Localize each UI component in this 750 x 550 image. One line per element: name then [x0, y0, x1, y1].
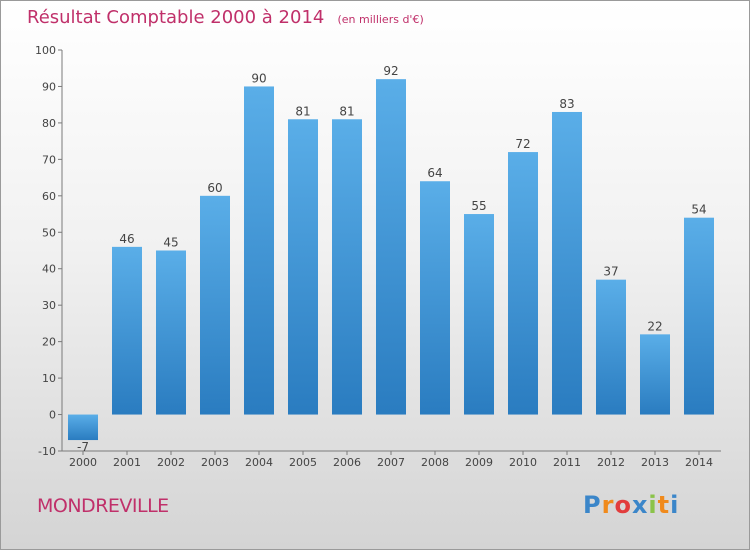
title-row: Résultat Comptable 2000 à 2014 (en milli…: [27, 7, 424, 28]
x-tick-label: 2008: [421, 456, 449, 469]
y-tick-label: 40: [42, 263, 56, 276]
y-tick-label: 80: [42, 117, 56, 130]
y-tick-label: -10: [38, 445, 56, 458]
bar: [684, 217, 714, 415]
brand-letter: i: [670, 491, 680, 519]
y-tick-label: 60: [42, 190, 56, 203]
y-tick-label: 70: [42, 153, 56, 166]
y-tick-label: 100: [35, 44, 56, 57]
bar: [508, 152, 538, 415]
brand-letter: i: [648, 491, 658, 519]
data-label: -7: [77, 440, 89, 454]
data-label: 45: [163, 236, 178, 250]
data-label: 54: [691, 203, 706, 217]
y-tick-label: 90: [42, 80, 56, 93]
y-tick-label: 50: [42, 226, 56, 239]
brand-letter: r: [601, 491, 615, 519]
bar: [244, 86, 274, 415]
chart-title: Résultat Comptable 2000 à 2014: [27, 7, 325, 28]
data-label: 83: [559, 97, 574, 111]
bar: [156, 250, 186, 415]
x-tick-label: 2007: [377, 456, 405, 469]
bar: [288, 119, 318, 415]
data-label: 90: [251, 71, 266, 85]
y-tick-label: 30: [42, 299, 56, 312]
data-label: 81: [295, 104, 310, 118]
data-label: 37: [603, 265, 618, 279]
x-tick-label: 2013: [641, 456, 669, 469]
bar: [464, 214, 494, 415]
x-tick-label: 2001: [113, 456, 141, 469]
x-tick-label: 2004: [245, 456, 273, 469]
x-tick-label: 2011: [553, 456, 581, 469]
bar: [376, 79, 406, 415]
bar: [112, 246, 142, 415]
brand-letter: t: [657, 491, 671, 519]
data-label: 46: [119, 232, 134, 246]
data-label: 72: [515, 137, 530, 151]
x-tick-label: 2012: [597, 456, 625, 469]
bar: [332, 119, 362, 415]
data-label: 55: [471, 199, 486, 213]
x-tick-label: 2000: [69, 456, 97, 469]
data-label: 81: [339, 104, 354, 118]
data-label: 64: [427, 166, 442, 180]
bar: [200, 195, 230, 415]
x-tick-label: 2009: [465, 456, 493, 469]
brand-letter: o: [614, 491, 632, 519]
brand-logo: Proxiti: [583, 491, 679, 519]
commune-name: MONDREVILLE: [37, 495, 169, 517]
bar: [596, 279, 626, 415]
x-tick-label: 2005: [289, 456, 317, 469]
y-tick-label: 20: [42, 336, 56, 349]
brand-letter: x: [631, 491, 649, 519]
x-tick-label: 2010: [509, 456, 537, 469]
bar: [640, 334, 670, 415]
y-tick-label: 0: [49, 409, 56, 422]
x-tick-label: 2014: [685, 456, 713, 469]
y-tick-label: 10: [42, 372, 56, 385]
brand-letter: P: [583, 491, 602, 519]
bar: [552, 111, 582, 415]
data-label: 22: [647, 319, 662, 333]
bar: [420, 181, 450, 415]
x-tick-label: 2002: [157, 456, 185, 469]
data-label: 92: [383, 64, 398, 78]
chart-unit: (en milliers d'€): [337, 13, 424, 26]
bar: [68, 414, 98, 441]
x-tick-label: 2006: [333, 456, 361, 469]
x-tick-label: 2003: [201, 456, 229, 469]
data-label: 60: [207, 181, 222, 195]
